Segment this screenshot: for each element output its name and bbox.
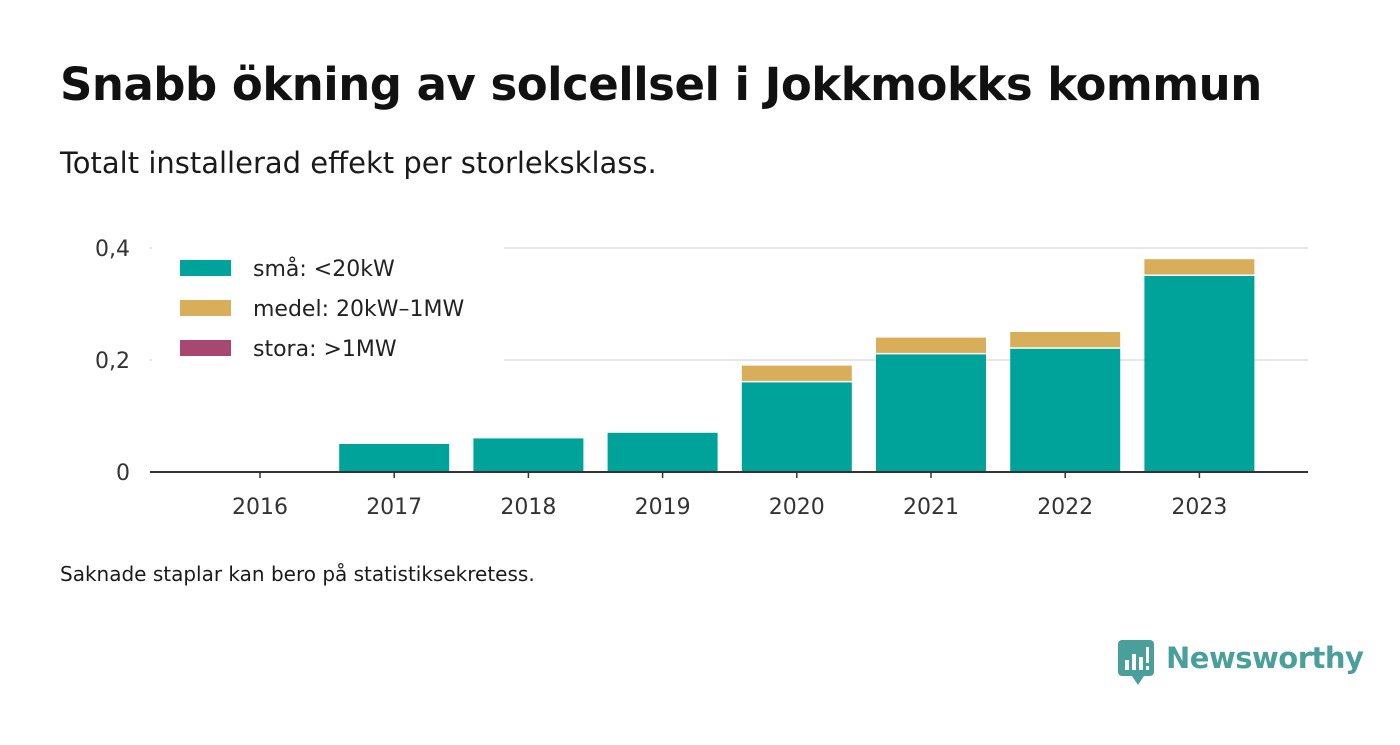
x-tick-label: 2023 bbox=[1171, 495, 1227, 520]
newsworthy-logo[interactable]: Newsworthy bbox=[1118, 640, 1364, 688]
y-tick-labels: 0 0,2 0,4 bbox=[95, 237, 130, 486]
bar-small-2022[interactable] bbox=[1010, 348, 1121, 472]
y-tick-label: 0 bbox=[116, 461, 130, 486]
legend-label: små: <20kW bbox=[253, 256, 395, 282]
y-tick-label: 0,4 bbox=[95, 237, 130, 262]
newsworthy-logo-icon bbox=[1118, 640, 1154, 685]
legend: små: <20kW medel: 20kW–1MW stora: >1MW bbox=[152, 242, 504, 366]
bar-medium-2021[interactable] bbox=[876, 337, 986, 353]
newsworthy-logo-text: Newsworthy bbox=[1166, 641, 1364, 675]
bar-small-2018[interactable] bbox=[473, 438, 584, 472]
x-tick-label: 2022 bbox=[1037, 495, 1093, 520]
bar-medium-2020[interactable] bbox=[741, 365, 852, 381]
bar-small-2021[interactable] bbox=[876, 354, 986, 472]
legend-label: stora: >1MW bbox=[253, 337, 397, 362]
x-tick-label: 2021 bbox=[903, 495, 959, 520]
legend-swatch bbox=[180, 260, 231, 276]
legend-swatch bbox=[180, 340, 231, 356]
legend-label: medel: 20kW–1MW bbox=[253, 297, 464, 322]
bar-medium-2023[interactable] bbox=[1144, 259, 1255, 275]
x-tick-label: 2019 bbox=[635, 495, 691, 520]
footnote: Saknade staplar kan bero på statistiksek… bbox=[60, 562, 535, 586]
x-tick-label: 2017 bbox=[366, 495, 422, 520]
bar-small-2023[interactable] bbox=[1144, 276, 1255, 472]
chart-title: Snabb ökning av solcellsel i Jokkmokks k… bbox=[60, 58, 1262, 111]
chart-subtitle: Totalt installerad effekt per storlekskl… bbox=[60, 146, 657, 180]
bar-medium-2022[interactable] bbox=[1010, 332, 1121, 348]
y-tick-label: 0,2 bbox=[95, 349, 130, 374]
x-tick-label: 2016 bbox=[232, 495, 288, 520]
bar-small-2019[interactable] bbox=[607, 432, 718, 472]
legend-swatch bbox=[180, 300, 231, 316]
x-tick-labels: 2016 2017 2018 2019 2020 2021 2022 2023 bbox=[232, 472, 1227, 520]
bars bbox=[339, 259, 1255, 472]
bar-small-2020[interactable] bbox=[741, 382, 852, 472]
bar-small-2017[interactable] bbox=[339, 444, 450, 472]
x-tick-label: 2018 bbox=[500, 495, 556, 520]
x-tick-label: 2020 bbox=[769, 495, 825, 520]
